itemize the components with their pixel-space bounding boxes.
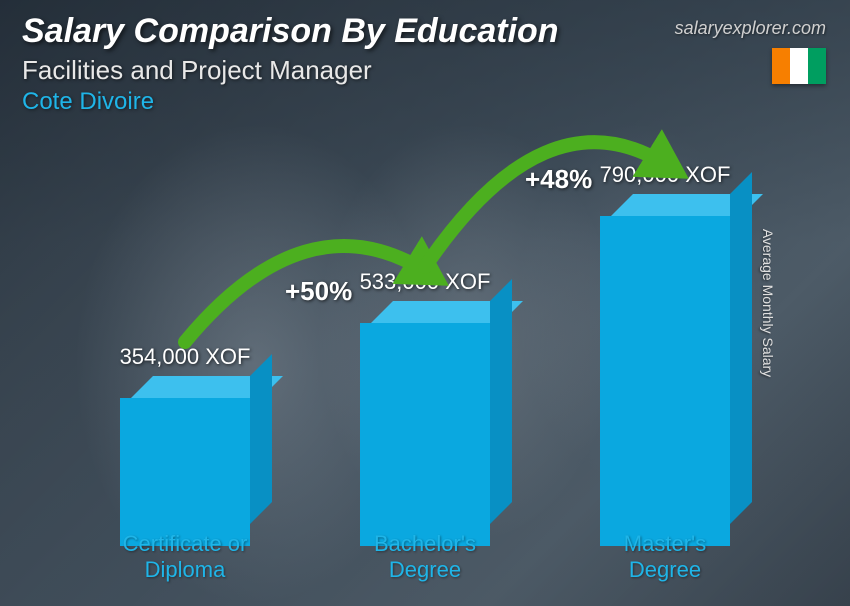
flag-stripe-1 [772, 48, 790, 84]
bar-group: 354,000 XOFCertificate orDiploma [110, 344, 260, 524]
chart-country: Cote Divoire [22, 88, 828, 116]
bar-side-face [250, 354, 272, 524]
bar [600, 194, 730, 524]
bar-value-label: 533,000 XOF [350, 269, 500, 295]
flag-stripe-2 [790, 48, 808, 84]
bar-front-face [600, 216, 730, 546]
bar-front-face [360, 323, 490, 546]
chart-subtitle: Facilities and Project Manager [22, 55, 828, 86]
bar [360, 301, 490, 524]
bar-side-face [730, 172, 752, 524]
bar [120, 376, 250, 524]
bar-category-label: Bachelor'sDegree [335, 531, 515, 582]
bar-side-face [490, 279, 512, 524]
increase-pct-label: +50% [285, 276, 352, 307]
bar-chart: 354,000 XOFCertificate orDiploma533,000 … [60, 116, 780, 586]
country-flag [772, 48, 826, 84]
increase-pct-label: +48% [525, 164, 592, 195]
bar-category-label: Master'sDegree [575, 531, 755, 582]
watermark: salaryexplorer.com [675, 18, 826, 39]
bar-value-label: 790,000 XOF [590, 162, 740, 188]
bar-group: 533,000 XOFBachelor'sDegree [350, 269, 500, 524]
bar-group: 790,000 XOFMaster'sDegree [590, 162, 740, 524]
bar-value-label: 354,000 XOF [110, 344, 260, 370]
bar-category-label: Certificate orDiploma [95, 531, 275, 582]
flag-stripe-3 [808, 48, 826, 84]
bar-front-face [120, 398, 250, 546]
